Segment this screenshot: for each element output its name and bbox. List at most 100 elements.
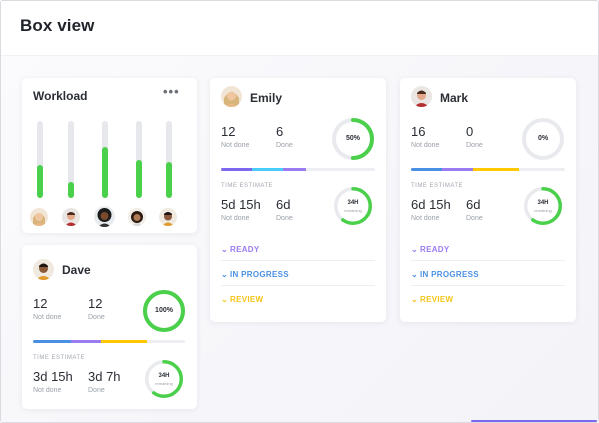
- remaining-label: remaining: [534, 208, 552, 213]
- time-estimate-label: TIME ESTIMATE: [221, 183, 274, 189]
- estimate-not-done: 5d 15h: [221, 197, 261, 212]
- workload-bar: [102, 121, 108, 198]
- not-done-count: 12: [221, 124, 236, 139]
- estimate-done: 6d: [466, 197, 481, 212]
- page-header: Box view: [1, 1, 598, 56]
- done-count: 6: [276, 124, 284, 139]
- done-label: Done: [88, 314, 105, 321]
- scroll-indicator: [471, 420, 597, 422]
- progress-bar: [33, 340, 185, 343]
- person-card-emily: Emily 12 Not done 6 Done 50% TIME ESTIMA…: [210, 78, 386, 322]
- progress-segment: [441, 168, 473, 171]
- ring-fill: [334, 187, 372, 225]
- workload-bar: [37, 121, 43, 198]
- ring-graphic: [332, 118, 374, 160]
- chevron-down-icon: ⌄: [411, 295, 419, 304]
- person-name: Dave: [62, 263, 91, 277]
- progress-segment: [251, 168, 283, 171]
- remaining-label: remaining: [344, 208, 362, 213]
- workload-bar: [136, 121, 142, 198]
- workload-title: Workload: [33, 89, 88, 103]
- status-group-ready[interactable]: ⌄ READY: [221, 245, 260, 254]
- time-estimate-label: TIME ESTIMATE: [411, 183, 464, 189]
- avatar-dave[interactable]: [33, 259, 54, 280]
- ring-fill: [145, 360, 183, 398]
- completion-ring: 50%: [332, 118, 374, 160]
- workload-card: Workload •••: [22, 78, 197, 233]
- progress-segment: [282, 168, 306, 171]
- divider: [221, 285, 375, 286]
- ring-graphic: [145, 360, 183, 398]
- workload-bar: [68, 121, 74, 198]
- not-done-count: 16: [411, 124, 426, 139]
- estimate-not-done-label: Not done: [221, 215, 250, 222]
- status-group-in-progress[interactable]: ⌄ IN PROGRESS: [411, 270, 479, 279]
- workload-bar-fill: [102, 147, 108, 198]
- avatar-5[interactable]: [159, 208, 177, 226]
- not-done-label: Not done: [33, 314, 62, 321]
- completion-percent: 100%: [155, 307, 173, 314]
- ring-fill: [332, 118, 374, 160]
- chevron-down-icon: ⌄: [221, 295, 229, 304]
- estimate-not-done-label: Not done: [411, 215, 440, 222]
- divider: [411, 285, 565, 286]
- ring-graphic: [143, 290, 185, 332]
- ring-fill: [524, 187, 562, 225]
- remaining-hours: 34H: [158, 373, 170, 379]
- completion-ring: 100%: [143, 290, 185, 332]
- not-done-label: Not done: [221, 142, 250, 149]
- progress-segment: [221, 168, 252, 171]
- workload-bar-fill: [166, 162, 172, 198]
- estimate-not-done-label: Not done: [33, 387, 62, 394]
- avatar-2[interactable]: [62, 208, 80, 226]
- estimate-done-label: Done: [466, 215, 483, 222]
- estimate-done-label: Done: [276, 215, 293, 222]
- avatar-4[interactable]: [128, 208, 146, 226]
- divider: [221, 260, 375, 261]
- status-group-in-progress[interactable]: ⌄ IN PROGRESS: [221, 270, 289, 279]
- completion-ring: 0%: [522, 118, 564, 160]
- avatar-1[interactable]: [30, 208, 48, 226]
- person-name: Emily: [250, 91, 283, 105]
- ring-track: [522, 118, 564, 160]
- page-title: Box view: [20, 16, 95, 35]
- progress-bar: [411, 168, 565, 171]
- avatar-emily[interactable]: [221, 86, 242, 107]
- person-card-mark: Mark 16 Not done 0 Done 0% TIME ESTIMATE…: [400, 78, 576, 322]
- ring-fill: [143, 290, 185, 332]
- progress-bar: [221, 168, 375, 171]
- done-label: Done: [276, 142, 293, 149]
- status-group-ready[interactable]: ⌄ READY: [411, 245, 450, 254]
- chevron-down-icon: ⌄: [221, 270, 229, 279]
- estimate-not-done: 6d 15h: [411, 197, 451, 212]
- estimate-done: 6d: [276, 197, 291, 212]
- person-name: Mark: [440, 91, 469, 105]
- chevron-down-icon: ⌄: [411, 245, 419, 254]
- done-label: Done: [466, 142, 483, 149]
- progress-segment: [33, 340, 71, 343]
- avatar-3[interactable]: [94, 206, 115, 227]
- workload-bar-fill: [37, 165, 43, 198]
- ring-graphic: [334, 187, 372, 225]
- divider: [411, 260, 565, 261]
- workload-bar-fill: [136, 160, 142, 198]
- estimate-not-done: 3d 15h: [33, 369, 73, 384]
- more-dots-icon[interactable]: •••: [163, 84, 180, 99]
- estimate-done-label: Done: [88, 387, 105, 394]
- completion-percent: 0%: [537, 135, 549, 142]
- ring-graphic: [524, 187, 562, 225]
- done-count: 12: [88, 296, 103, 311]
- workload-bar: [166, 121, 172, 198]
- remaining-hours: 34H: [347, 200, 359, 206]
- avatar-mark[interactable]: [411, 86, 432, 107]
- remaining-ring: 34H remaining: [524, 187, 562, 225]
- not-done-count: 12: [33, 296, 48, 311]
- ring-graphic: [522, 118, 564, 160]
- estimate-done: 3d 7h: [88, 369, 121, 384]
- status-group-review[interactable]: ⌄ REVIEW: [221, 295, 264, 304]
- progress-segment: [71, 340, 102, 343]
- remaining-ring: 34H remaining: [145, 360, 183, 398]
- status-group-review[interactable]: ⌄ REVIEW: [411, 295, 454, 304]
- completion-percent: 50%: [345, 135, 360, 142]
